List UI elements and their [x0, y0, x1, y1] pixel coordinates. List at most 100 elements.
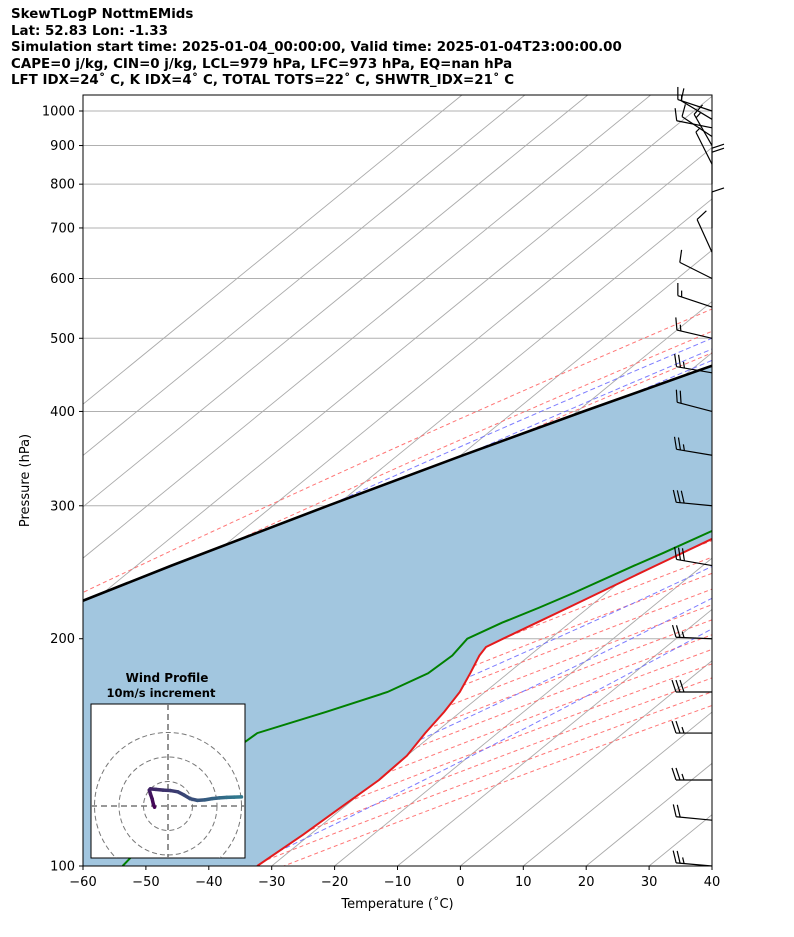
- wind-barb-flag: [671, 624, 677, 638]
- hodograph-subtitle: 10m/s increment: [107, 686, 216, 700]
- wind-barb-flag: [675, 625, 681, 638]
- wind-barb-staff: [676, 448, 713, 456]
- wind-barb-flag: [675, 720, 681, 734]
- temperature-profile-line: [256, 537, 712, 866]
- wind-barb-staff: [676, 366, 713, 374]
- wind-barb: [680, 88, 713, 120]
- wind-barb-flag: [711, 147, 725, 153]
- x-tick-label: 0: [456, 875, 464, 890]
- isotherm-line: [460, 660, 712, 866]
- wind-barb-flag: [680, 88, 685, 101]
- wind-barb-flag: [693, 104, 704, 115]
- wind-barb-half-flag: [681, 773, 685, 781]
- wind-barb-half-flag: [681, 631, 685, 638]
- isotherm-line: [83, 95, 651, 559]
- isotherm-line: [334, 557, 712, 866]
- y-tick-label: 400: [50, 405, 75, 420]
- wind-barb: [677, 282, 713, 308]
- wind-barb-flag: [677, 354, 682, 368]
- wind-barb-half-flag: [695, 127, 701, 133]
- wind-barb-flag: [671, 679, 677, 693]
- wind-barb: [674, 354, 713, 374]
- wind-barb-staff: [676, 329, 713, 339]
- wind-barb-flag: [675, 679, 681, 693]
- y-tick-label: 900: [50, 139, 75, 154]
- y-tick-label: 700: [50, 221, 75, 236]
- x-tick-label: −50: [132, 875, 159, 890]
- wind-barb-staff: [676, 816, 713, 821]
- wind-barb-flag: [676, 850, 681, 864]
- wind-barb-flag: [679, 679, 685, 693]
- chart-title: SkewTLogP NottmEMids: [11, 7, 194, 22]
- wind-barb-flag: [680, 490, 685, 504]
- x-tick-label: −20: [321, 875, 348, 890]
- wind-barb: [675, 389, 713, 413]
- wind-barb-half-flag: [679, 324, 682, 332]
- isotherm-line: [83, 95, 589, 508]
- wind-barb: [679, 249, 713, 280]
- wind-barb-flag: [681, 104, 686, 117]
- instability-line: CAPE=0 j/kg, CIN=0 j/kg, LCL=979 hPa, LF…: [11, 56, 513, 72]
- isotherm-line: [83, 95, 526, 457]
- parcel-profile-line: [83, 364, 712, 603]
- wind-barb: [693, 104, 713, 146]
- wind-barb-flag: [675, 767, 681, 781]
- wind-barb-flag: [672, 804, 677, 817]
- hodograph-plot: [91, 704, 245, 858]
- wind-barb-flag: [679, 390, 682, 404]
- wind-barb-flag: [679, 249, 683, 263]
- simulation-time-line: Simulation start time: 2025-01-04_00:00:…: [11, 40, 622, 56]
- y-axis-label: Pressure (hPa): [18, 434, 33, 527]
- x-tick-label: −40: [195, 875, 222, 890]
- isotherm-line: [397, 608, 712, 866]
- wind-barb-flag: [711, 143, 725, 149]
- wind-barb-flag: [681, 548, 686, 561]
- wind-barb-staff: [693, 113, 713, 146]
- wind-barb-half-flag: [681, 726, 685, 734]
- wind-barb: [695, 127, 713, 165]
- wind-barb-staff: [695, 131, 713, 165]
- isotherm-line: [83, 147, 712, 662]
- wind-barb-flag: [673, 436, 678, 450]
- x-tick-label: 30: [641, 875, 658, 890]
- wind-barb-flag: [672, 489, 677, 503]
- wind-barb-staff: [677, 295, 713, 308]
- x-tick-label: −10: [384, 875, 411, 890]
- y-tick-label: 800: [50, 178, 75, 193]
- isotherm-line: [711, 865, 712, 866]
- wind-barb-flag: [671, 720, 677, 734]
- wind-barb-flag: [675, 389, 678, 403]
- wind-barb-half-flag: [682, 444, 685, 451]
- wind-barb-half-flag: [682, 857, 685, 864]
- y-tick-label: 200: [50, 632, 75, 647]
- wind-barb-staff: [676, 636, 713, 640]
- wind-barb-staff: [677, 401, 713, 413]
- wind-barb: [671, 624, 713, 640]
- y-tick-label: 1000: [42, 104, 75, 119]
- wind-barb-staff: [676, 501, 713, 507]
- wind-barb-flag: [674, 546, 678, 560]
- wind-barb: [711, 143, 725, 185]
- wind-barb-staff: [677, 99, 713, 112]
- isotherm-line: [83, 198, 712, 713]
- wind-barb-flag: [677, 547, 682, 561]
- wind-barb: [672, 489, 713, 507]
- wind-barb: [711, 187, 725, 228]
- wind-barb-flag: [674, 354, 678, 367]
- location-line: Lat: 52.83 Lon: -1.33: [11, 23, 168, 39]
- isotherm-line: [523, 711, 712, 866]
- x-tick-label: 10: [515, 875, 532, 890]
- wind-barb-flag: [672, 850, 677, 864]
- y-tick-label: 300: [50, 499, 75, 514]
- isotherm-line: [83, 95, 463, 405]
- chart-header: SkewTLogP NottmEMids Lat: 52.83 Lon: -1.…: [11, 7, 622, 90]
- wind-barb: [675, 317, 713, 339]
- y-tick-label: 600: [50, 272, 75, 287]
- wind-barb-flag: [676, 804, 681, 818]
- x-tick-label: −30: [258, 875, 285, 890]
- wind-barb-half-flag: [682, 361, 686, 369]
- dry-adiabat: [83, 308, 712, 594]
- wind-barb-flag: [671, 767, 677, 781]
- wind-barb-staff: [676, 558, 713, 567]
- wind-barb: [671, 720, 712, 734]
